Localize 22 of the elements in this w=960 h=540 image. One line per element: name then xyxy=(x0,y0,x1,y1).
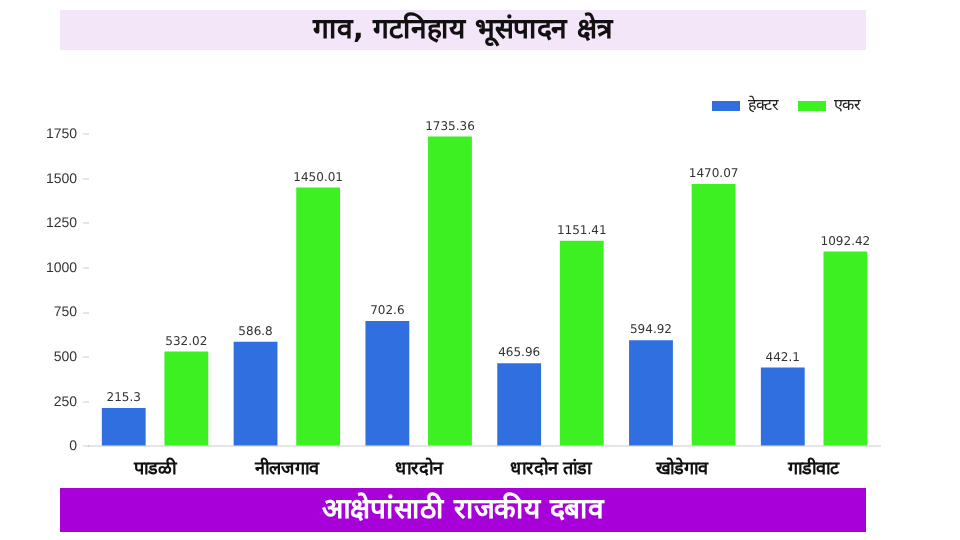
x-tick-label: खोडेगाव xyxy=(654,456,711,479)
bar xyxy=(823,251,868,446)
bar xyxy=(365,320,410,446)
bar xyxy=(629,340,673,446)
text: आक्षेपांसाठी राजकीय दबाव xyxy=(60,488,866,532)
x-tick-label: गाडीवाट xyxy=(786,456,841,479)
x-tick-label: पाडळी xyxy=(132,456,179,479)
bar xyxy=(760,367,805,446)
x-tick-label: धारदोन xyxy=(394,456,445,479)
legend-label: हेक्टर xyxy=(748,94,780,115)
bar xyxy=(233,341,278,446)
chart-title: गाव, गटनिहाय भूसंपादन क्षेत्र xyxy=(60,10,866,50)
bar xyxy=(164,351,209,446)
x-tick-label: नीलजगाव xyxy=(252,456,321,479)
x-tick-label: धारदोन तांडा xyxy=(509,456,593,479)
bar xyxy=(428,136,472,446)
bar xyxy=(497,363,542,446)
bar xyxy=(691,183,736,446)
legend-label: एकर xyxy=(834,96,862,115)
bar xyxy=(559,240,604,446)
bar xyxy=(296,187,341,446)
bar xyxy=(101,407,146,446)
